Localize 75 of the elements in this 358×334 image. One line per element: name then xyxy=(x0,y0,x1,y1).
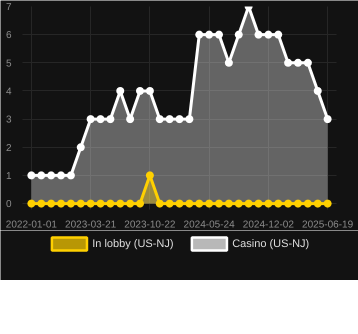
point xyxy=(76,143,85,152)
point xyxy=(304,58,312,67)
point xyxy=(66,200,75,208)
point xyxy=(146,171,154,180)
point xyxy=(314,86,322,95)
point xyxy=(66,171,75,180)
y-tick-label: 6 xyxy=(6,30,12,42)
point xyxy=(214,200,223,208)
point xyxy=(185,200,194,208)
point xyxy=(185,115,194,124)
point xyxy=(214,30,223,39)
y-tick-label: 0 xyxy=(6,199,12,210)
point xyxy=(166,115,174,124)
point xyxy=(27,200,36,208)
point xyxy=(37,200,46,208)
point xyxy=(156,200,164,208)
point xyxy=(284,58,292,67)
point xyxy=(254,30,262,39)
legend-label: In lobby (US-NJ) xyxy=(92,238,174,250)
point xyxy=(47,200,56,208)
y-tick-label: 1 xyxy=(6,170,12,182)
point xyxy=(106,200,114,208)
point xyxy=(304,200,312,208)
point xyxy=(274,30,282,39)
point xyxy=(146,86,154,95)
legend-label: Casino (US-NJ) xyxy=(232,238,310,250)
y-tick-label: 7 xyxy=(6,2,12,13)
y-tick-label: 4 xyxy=(6,86,12,98)
point xyxy=(136,86,144,95)
point xyxy=(86,115,95,124)
point xyxy=(86,200,95,208)
point xyxy=(166,200,174,208)
point xyxy=(254,200,262,208)
point xyxy=(37,171,46,180)
point xyxy=(314,200,322,208)
point xyxy=(195,200,204,208)
point xyxy=(234,30,243,39)
y-tick-label: 3 xyxy=(6,114,12,126)
point xyxy=(294,200,302,208)
y-tick-label: 2 xyxy=(6,142,12,154)
point xyxy=(126,115,134,124)
point xyxy=(294,58,302,67)
point xyxy=(205,200,214,208)
x-tick-label: 2023-10-22 xyxy=(124,220,176,230)
point xyxy=(106,115,114,124)
x-tick-label: 2025-06-19 xyxy=(302,220,354,230)
point xyxy=(47,171,56,180)
point xyxy=(96,115,105,124)
point xyxy=(76,200,85,208)
point xyxy=(264,200,272,208)
point xyxy=(234,200,243,208)
point xyxy=(176,115,184,124)
point xyxy=(224,200,233,208)
point xyxy=(244,200,253,208)
point xyxy=(324,115,332,124)
point xyxy=(224,58,233,67)
x-tick-label: 2023-03-21 xyxy=(65,220,117,230)
x-tick-label: 2024-12-02 xyxy=(242,220,294,230)
point xyxy=(264,30,272,39)
y-tick-label: 5 xyxy=(6,58,12,70)
point xyxy=(284,200,292,208)
point xyxy=(176,200,184,208)
point xyxy=(136,200,144,208)
x-tick-label: 2024-05-24 xyxy=(184,220,236,230)
point xyxy=(27,171,36,180)
point xyxy=(116,200,124,208)
x-tick-label: 2022-01-01 xyxy=(6,220,58,230)
point xyxy=(324,200,332,208)
point xyxy=(116,86,124,95)
point xyxy=(156,115,164,124)
point xyxy=(126,200,134,208)
point xyxy=(274,200,282,208)
point xyxy=(205,30,214,39)
point xyxy=(96,200,105,208)
point xyxy=(195,30,204,39)
